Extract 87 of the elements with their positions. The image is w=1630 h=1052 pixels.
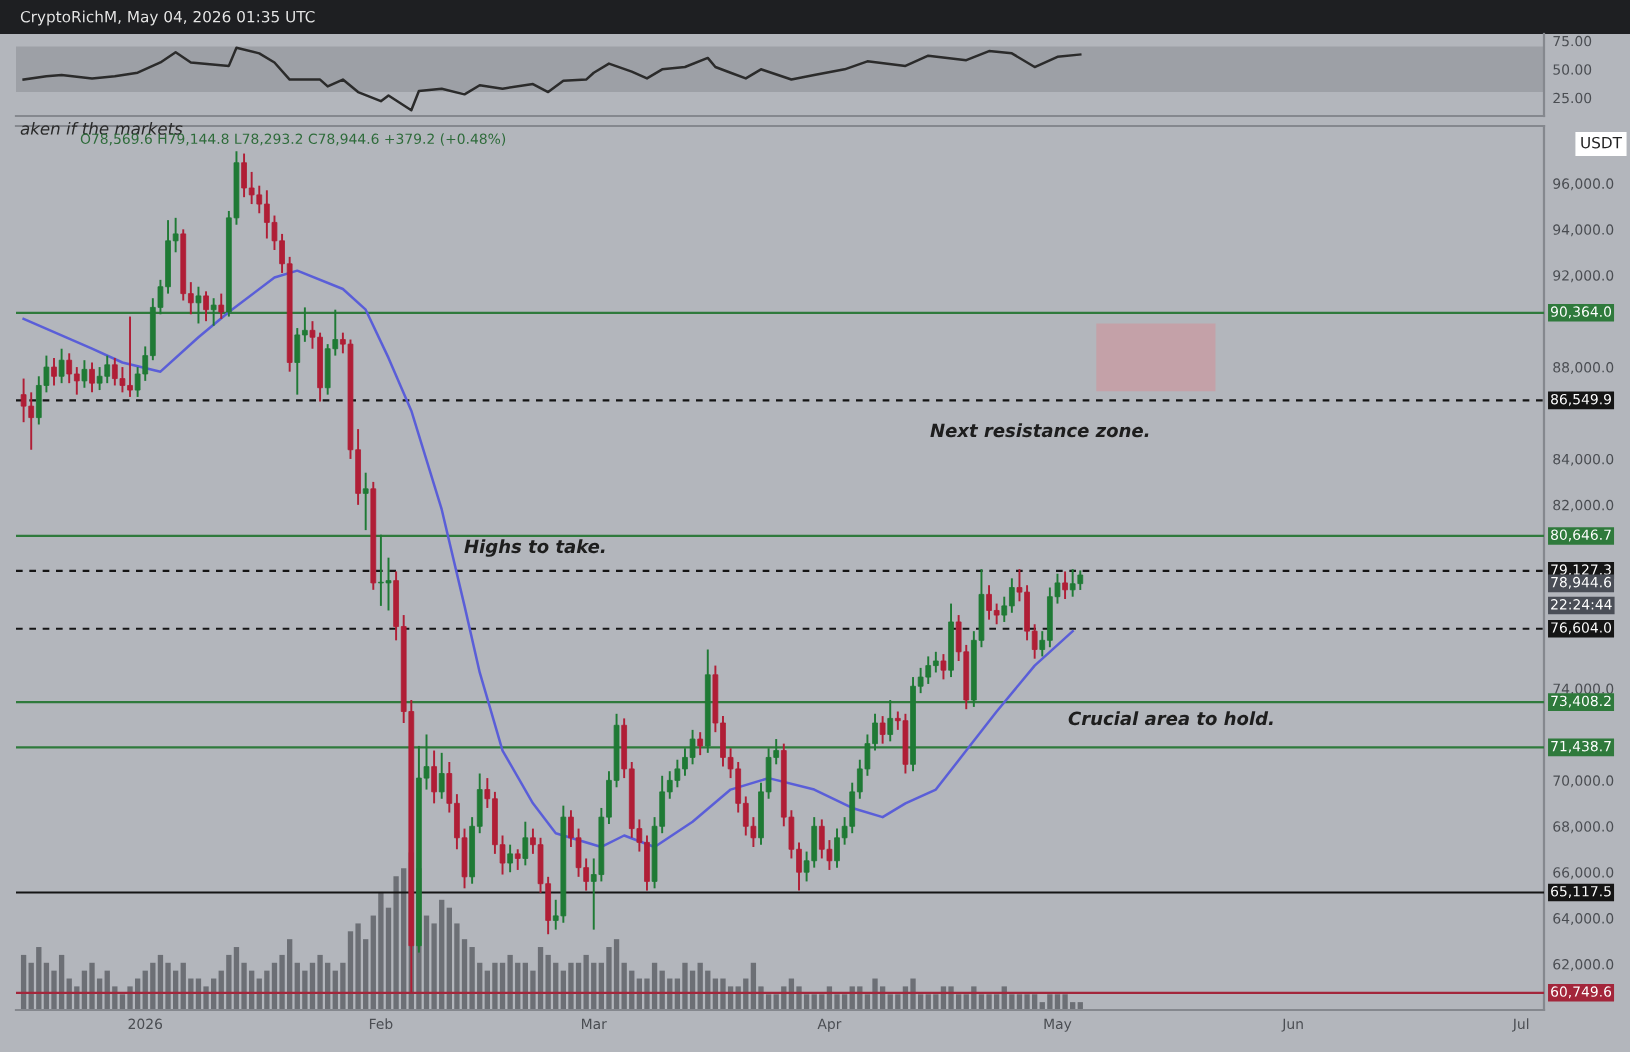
bar bbox=[203, 986, 209, 1010]
bar bbox=[127, 986, 133, 1010]
bar bbox=[682, 962, 688, 1010]
candlestick bbox=[66, 352, 73, 385]
candlestick bbox=[73, 366, 80, 396]
candlestick bbox=[932, 650, 939, 674]
bar bbox=[36, 947, 42, 1010]
bar bbox=[606, 947, 612, 1010]
bar bbox=[986, 994, 992, 1010]
candlestick bbox=[195, 285, 202, 325]
candlestick bbox=[203, 290, 209, 323]
candlestick bbox=[51, 356, 57, 387]
candlestick bbox=[986, 584, 992, 621]
bar bbox=[583, 954, 589, 1010]
candlestick bbox=[993, 602, 1000, 626]
bar bbox=[1062, 994, 1068, 1010]
bar bbox=[872, 978, 878, 1010]
bar bbox=[568, 962, 574, 1010]
candlestick bbox=[697, 731, 704, 757]
candlestick bbox=[879, 715, 886, 745]
candlestick bbox=[514, 848, 521, 871]
bar bbox=[165, 962, 171, 1010]
bar bbox=[264, 970, 270, 1010]
bar bbox=[347, 931, 354, 1010]
bar bbox=[287, 939, 293, 1010]
bar bbox=[971, 986, 977, 1010]
bar bbox=[507, 954, 513, 1010]
candlestick bbox=[127, 315, 133, 398]
candlestick bbox=[438, 751, 445, 800]
bar bbox=[233, 947, 240, 1010]
candlestick bbox=[1047, 586, 1053, 649]
candlestick bbox=[104, 354, 111, 385]
candlestick bbox=[58, 347, 65, 385]
candlestick bbox=[902, 712, 909, 775]
bar bbox=[910, 978, 916, 1010]
bar bbox=[537, 947, 544, 1010]
candlestick bbox=[1009, 577, 1015, 614]
bar bbox=[492, 962, 498, 1010]
bar bbox=[1024, 994, 1030, 1010]
bar bbox=[720, 978, 726, 1010]
candlestick bbox=[294, 327, 301, 396]
bar bbox=[545, 954, 551, 1010]
bar bbox=[439, 899, 445, 1010]
candlestick bbox=[1069, 568, 1076, 598]
candlestick bbox=[887, 699, 894, 743]
candlestick bbox=[218, 292, 225, 320]
candlestick bbox=[362, 471, 369, 532]
candlestick bbox=[925, 655, 932, 685]
candlestick bbox=[431, 749, 437, 805]
candlestick bbox=[834, 827, 840, 869]
candlestick bbox=[81, 359, 88, 389]
bar bbox=[613, 939, 620, 1010]
bar bbox=[378, 891, 384, 1010]
line-series bbox=[22, 46, 1082, 112]
candlestick bbox=[248, 170, 255, 206]
bar bbox=[355, 923, 361, 1010]
bar bbox=[948, 986, 954, 1010]
bar bbox=[393, 876, 399, 1010]
bar bbox=[933, 994, 939, 1010]
bar bbox=[302, 970, 308, 1010]
annotation: Next resistance zone. bbox=[930, 423, 1149, 438]
bar bbox=[89, 962, 95, 1010]
candlestick bbox=[940, 653, 947, 681]
candlestick bbox=[241, 152, 247, 199]
candlestick bbox=[507, 843, 513, 874]
candlestick bbox=[1001, 595, 1008, 623]
annotation: Crucial area to hold. bbox=[1068, 711, 1273, 726]
candlestick bbox=[111, 356, 118, 387]
candlestick bbox=[644, 834, 650, 892]
candlestick bbox=[1077, 569, 1084, 591]
bar bbox=[1009, 994, 1015, 1010]
annotation: aken if the markets bbox=[20, 121, 183, 135]
candlestick bbox=[522, 820, 529, 867]
bar bbox=[469, 947, 475, 1010]
annotation: Highs to take. bbox=[464, 539, 605, 557]
bar bbox=[317, 954, 323, 1010]
candlestick bbox=[89, 361, 95, 394]
bar bbox=[423, 915, 430, 1010]
bar bbox=[834, 994, 840, 1010]
bar bbox=[796, 986, 802, 1010]
bar bbox=[446, 907, 452, 1010]
candlestick bbox=[1024, 584, 1030, 642]
bar bbox=[226, 954, 232, 1010]
candlestick bbox=[378, 533, 384, 607]
bar bbox=[1047, 994, 1053, 1010]
candlestick bbox=[1062, 570, 1068, 600]
candlestick bbox=[210, 297, 217, 327]
